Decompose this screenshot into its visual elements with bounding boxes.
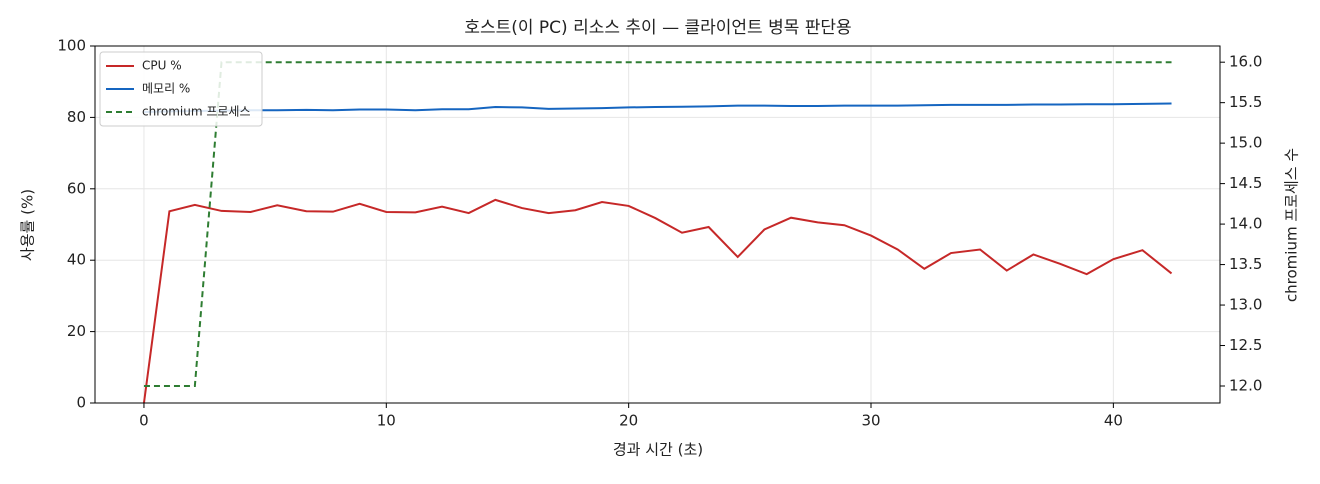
y2-tick-label: 13.5 [1229,255,1262,273]
y-tick-label: 60 [67,179,86,197]
y-tick-label: 80 [67,108,86,126]
legend-label: 메모리 % [142,82,190,96]
y2-tick-label: 15.0 [1229,134,1262,152]
x-tick-label: 20 [619,412,638,430]
x-tick-label: 30 [861,412,880,430]
legend-label: CPU % [142,59,182,73]
series-line [143,61,1172,387]
chart-title: 호스트(이 PC) 리소스 추이 — 클라이언트 병목 판단용 [464,18,851,38]
y-tick-label: 0 [76,394,86,412]
y2-tick-label: 12.0 [1229,377,1262,395]
y2-tick-label: 16.0 [1229,53,1262,71]
plot-frame [94,45,1221,404]
y-tick-label: 40 [67,251,86,269]
x-tick-label: 0 [139,412,149,430]
y2-tick-label: 13.0 [1229,296,1262,314]
y2-tick-label: 14.5 [1229,174,1262,192]
y-tick-label: 20 [67,322,86,340]
x-tick-label: 40 [1104,412,1123,430]
y2-axis-label: chromium 프로세스 수 [1283,148,1301,302]
y2-tick-label: 15.5 [1229,93,1262,111]
y-axis-label: 사용률 (%) [19,189,37,261]
y2-tick-label: 12.5 [1229,336,1262,354]
x-tick-label: 10 [377,412,396,430]
x-axis-label: 경과 시간 (초) [613,441,703,459]
y2-tick-label: 14.0 [1229,215,1262,233]
series-line [143,102,1172,114]
series-line [142,198,1173,404]
legend-label: chromium 프로세스 [142,105,251,119]
legend-box [99,51,263,127]
y-tick-label: 100 [57,37,86,55]
